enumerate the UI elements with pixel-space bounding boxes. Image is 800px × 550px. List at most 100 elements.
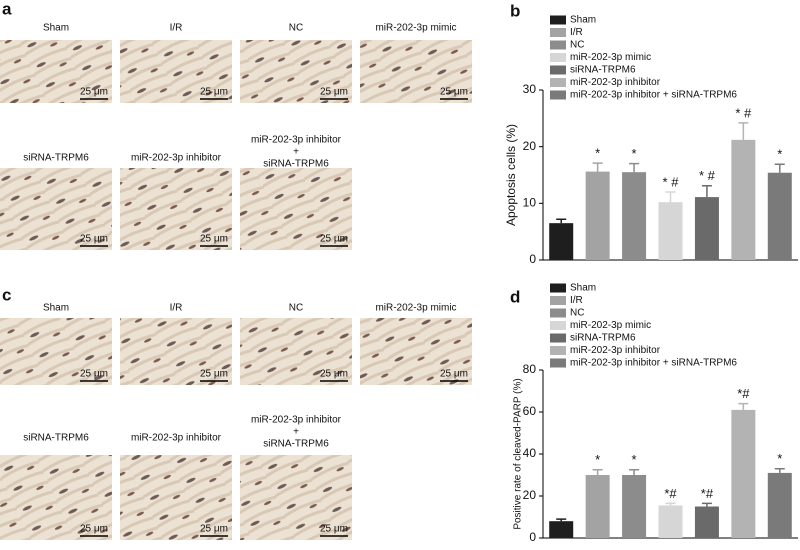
legend-swatch [550,78,566,87]
error-bar [592,162,603,172]
micrograph [0,168,112,250]
y-axis-label: Positive rate of cleaved-PARP (%) [513,378,524,529]
panel-letter: b [510,1,520,20]
legend-swatch [550,283,566,293]
error-bar [629,162,640,173]
legend-label: miR-202-3p inhibitor [570,77,661,88]
bar [622,172,647,260]
panel-letter: a [2,0,12,18]
image-label: siRNA-TRPM6 [263,159,329,170]
scale-label: 25 μm [200,369,228,380]
legend-swatch [550,308,566,318]
legend-label: siRNA-TRPM6 [570,333,636,344]
micrograph [120,455,232,540]
error-bar [738,402,749,410]
error-bar [701,502,712,507]
legend-swatch [550,15,566,25]
bar [731,409,756,538]
bar [658,202,683,260]
image-label: Sham [43,23,69,34]
legend-swatch [550,28,566,37]
bar [767,472,792,538]
micrograph [240,40,352,103]
micrograph [240,168,352,250]
legend-label: NC [570,40,584,51]
y-tick-label: 0 [529,252,536,266]
micrograph [0,40,112,103]
legend-label: siRNA-TRPM6 [570,65,636,76]
scale-label: 25 μm [200,524,228,535]
error-bar [629,469,640,475]
legend-swatch [550,65,566,75]
y-tick-label: 20 [523,488,537,502]
image-label: miR-202-3p mimic [375,303,456,314]
image-label: miR-202-3p inhibitor [251,415,342,426]
error-bar [774,467,785,473]
scale-label: 25 μm [200,87,228,98]
image-label: I/R [170,303,183,314]
legend-label: I/R [570,27,583,38]
legend-label: Sham [570,15,596,26]
legend-swatch [550,90,566,100]
scale-label: 25 μm [440,87,468,98]
legend-label: miR-202-3p inhibitor [570,345,661,356]
significance: * # [663,174,680,189]
legend-label: miR-202-3p inhibitor + siRNA-TRPM6 [570,358,737,369]
error-bar [556,518,567,522]
legend-label: miR-202-3p inhibitor + siRNA-TRPM6 [570,90,737,101]
micrograph [360,318,472,385]
legend-swatch [550,321,566,330]
scale-label: 25 μm [320,524,348,535]
significance: *# [701,486,714,501]
significance: * [595,452,600,467]
error-bar [592,469,603,475]
bar [622,475,647,538]
significance: * [632,452,637,467]
scale-label: 25 μm [80,369,108,380]
y-tick-label: 60 [523,404,537,418]
scale-label: 25 μm [320,369,348,380]
image-label: NC [289,23,303,34]
image-label: miR-202-3p inhibitor [131,433,222,444]
significance: * [632,146,637,161]
y-tick-label: 40 [523,446,537,460]
bar [585,475,610,538]
error-bar [556,218,567,224]
bar [549,223,574,260]
scale-label: 25 μm [200,234,228,245]
scale-label: 25 μm [320,87,348,98]
error-bar [738,122,749,140]
significance: *# [737,386,750,401]
y-axis-label: Apoptosis cells (%) [504,124,518,226]
legend-label: I/R [570,295,583,306]
micrograph [360,40,472,103]
image-label: + [293,427,299,438]
image-label: siRNA-TRPM6 [263,439,329,450]
micrograph [0,455,112,540]
significance: * [595,146,600,161]
significance: * [777,147,782,162]
image-label: siRNA-TRPM6 [23,153,89,164]
legend-swatch [550,40,566,50]
bar [694,197,719,260]
legend-swatch [550,53,566,62]
micrograph [120,168,232,250]
bar [694,506,719,538]
significance: * # [699,168,716,183]
image-label: siRNA-TRPM6 [23,433,89,444]
panel-letter: c [2,285,11,304]
micrograph [240,318,352,385]
error-bar [665,191,676,203]
micrograph [120,40,232,103]
error-bar [701,185,712,198]
legend-swatch [550,358,566,368]
significance: * [777,451,782,466]
legend-label: Sham [570,283,596,294]
significance: * # [735,105,752,120]
image-label: miR-202-3p inhibitor [131,153,222,164]
error-bar [665,502,676,506]
bar [658,505,683,538]
legend-swatch [550,333,566,343]
image-label: miR-202-3p mimic [375,23,456,34]
